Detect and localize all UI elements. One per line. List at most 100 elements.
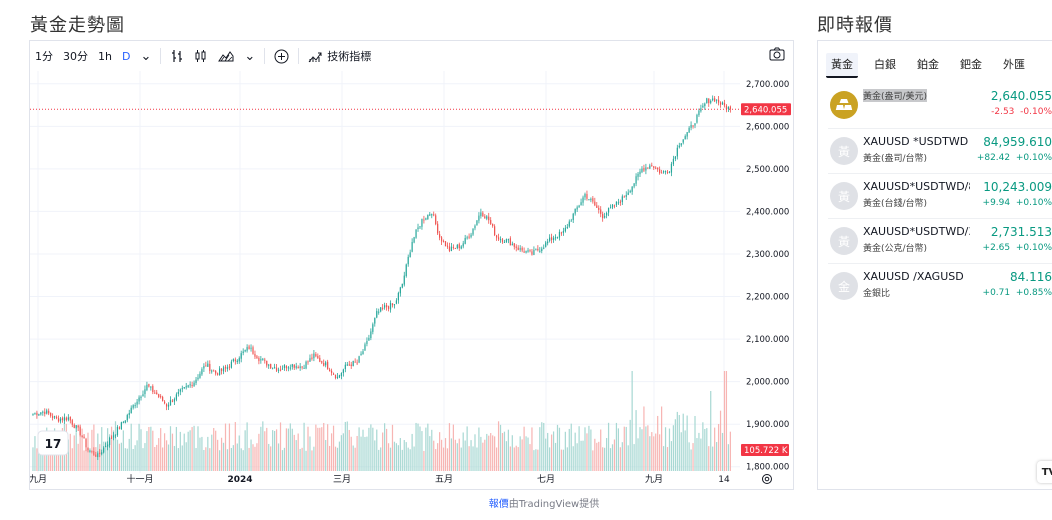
volume-bar — [356, 436, 358, 471]
attribution-link[interactable]: 報價 — [488, 499, 509, 510]
volume-bar — [132, 449, 134, 471]
candle-body — [258, 357, 260, 362]
candle-body — [309, 358, 311, 362]
volume-bar — [607, 422, 610, 471]
volume-bar — [706, 428, 708, 471]
volume-bar — [387, 443, 390, 471]
candle-body — [631, 186, 633, 192]
volume-bar — [710, 391, 712, 471]
chart-overlays: 2,700.000 2,600.000 2,500.000 2,400.000 2,30… — [30, 80, 791, 485]
quote-change: +2.65 +0.10% — [982, 243, 1052, 253]
candle-body — [336, 376, 339, 379]
volume-bar — [682, 413, 684, 471]
volume-bar — [319, 427, 321, 471]
candle-body — [403, 275, 405, 285]
interval-1m-button[interactable]: 1分 — [35, 50, 53, 63]
volume-bar — [466, 426, 468, 471]
quote-row-gold-twd-qian[interactable]: 黃 XAUUSD*USDTWD/8 黃金(台錢/台幣) 10,243.009 +… — [828, 177, 1052, 215]
volume-bar — [564, 431, 566, 471]
volume-bar — [295, 440, 297, 471]
candle-body — [476, 220, 478, 226]
chart-style-chevron-icon[interactable]: ⌄ — [244, 48, 256, 64]
candle-body — [495, 235, 498, 238]
tab-gold[interactable]: 黃金 — [826, 53, 858, 78]
candle-body — [389, 303, 392, 310]
candle-body — [444, 241, 447, 247]
candle-body — [138, 397, 140, 402]
volume-bar — [254, 446, 256, 471]
row-divider — [828, 128, 1052, 129]
volume-bar — [480, 436, 482, 471]
volume-bar — [635, 410, 637, 471]
candle-body — [554, 237, 557, 239]
volume-bar — [75, 432, 77, 471]
volume-bar — [425, 427, 427, 471]
candle-body — [279, 369, 282, 371]
quote-desc: 黃金(公克/台幣) — [863, 244, 928, 254]
candle-body — [211, 370, 213, 372]
candle-body — [220, 368, 223, 371]
tab-platinum[interactable]: 鉑金 — [917, 58, 939, 71]
volume-bar — [525, 436, 527, 471]
volume-bar — [429, 436, 431, 471]
y-tick-label: 2,600.000 — [746, 122, 789, 132]
candle-body — [659, 169, 661, 174]
x-tick-label: 14 — [718, 475, 730, 485]
indicators-button[interactable]: 技術指標 — [303, 48, 376, 64]
candle-body — [417, 227, 419, 230]
camera-snapshot-icon[interactable] — [769, 47, 785, 65]
candle-body — [171, 400, 174, 402]
candle-body — [218, 368, 221, 376]
compare-add-icon[interactable] — [269, 49, 294, 64]
volume-bar — [727, 444, 730, 471]
volume-bar — [439, 432, 441, 471]
area-chart-style-icon[interactable] — [213, 49, 239, 63]
volume-bar — [362, 429, 364, 471]
tab-forex[interactable]: 外匯 — [1003, 58, 1025, 71]
bar-chart-style-icon[interactable] — [165, 49, 189, 63]
candle-body — [523, 251, 525, 253]
volume-bar — [513, 447, 515, 471]
quote-row-gold-twd-gram[interactable]: 黃 XAUUSD*USDTWD/3 黃金(公克/台幣) 2,731.513 +2… — [828, 222, 1052, 260]
candle-chart-style-icon[interactable] — [189, 49, 213, 63]
candle-body — [103, 447, 105, 453]
quote-row-gold-silver-ratio[interactable]: 金 XAUUSD /XAGUSD 金銀比 84.116 +0.71 +0.85% — [828, 267, 1052, 305]
interval-1h-button[interactable]: 1h — [98, 49, 112, 63]
price-chart[interactable]: 2,700.000 2,600.000 2,500.000 2,400.000 2,30… — [30, 71, 793, 489]
interval-30m-button[interactable]: 30分 — [63, 50, 88, 63]
tab-palladium[interactable]: 鈀金 — [960, 58, 982, 71]
candle-body — [384, 305, 386, 308]
volume-bar — [167, 444, 170, 471]
tradingview-logo-icon[interactable]: TV — [1037, 461, 1052, 483]
volume-bar — [305, 450, 307, 471]
volume-bar — [637, 438, 639, 471]
axis-settings-icon[interactable] — [762, 474, 772, 484]
quote-row-gold-twd-oz[interactable]: 黃 XAUUSD *USDTWD 黃金(盎司/台幣) 84,959.610 +8… — [828, 132, 1052, 170]
candle-body — [226, 367, 229, 370]
volume-bar — [598, 441, 600, 471]
candle-body — [446, 245, 449, 247]
volume-bar — [423, 450, 425, 471]
tab-silver[interactable]: 白銀 — [874, 58, 896, 71]
volume-bar — [340, 435, 343, 471]
interval-dropdown-chevron-icon[interactable]: ⌄ — [140, 48, 152, 64]
candle-body — [423, 219, 425, 221]
volume-bar — [507, 429, 509, 471]
candle-body — [415, 229, 417, 238]
volume-bar — [264, 431, 266, 471]
candle-body — [36, 412, 38, 416]
candle-body — [543, 247, 545, 249]
volume-bar — [580, 440, 582, 471]
volume-bar — [678, 415, 680, 471]
quote-change: +9.94 +0.10% — [982, 198, 1052, 208]
candle-body — [619, 201, 621, 203]
candle-body — [690, 124, 692, 128]
volume-bar — [69, 433, 71, 471]
quote-row-gold-usd[interactable]: 黃金(盎司/美元) 2,640.055 -2.53 -0.10% — [828, 86, 1052, 124]
candle-body — [704, 103, 706, 107]
candle-body — [494, 226, 496, 236]
candle-body — [163, 401, 166, 404]
candle-body — [165, 404, 168, 407]
interval-d-button[interactable]: D — [121, 49, 131, 63]
candle-body — [613, 205, 616, 207]
